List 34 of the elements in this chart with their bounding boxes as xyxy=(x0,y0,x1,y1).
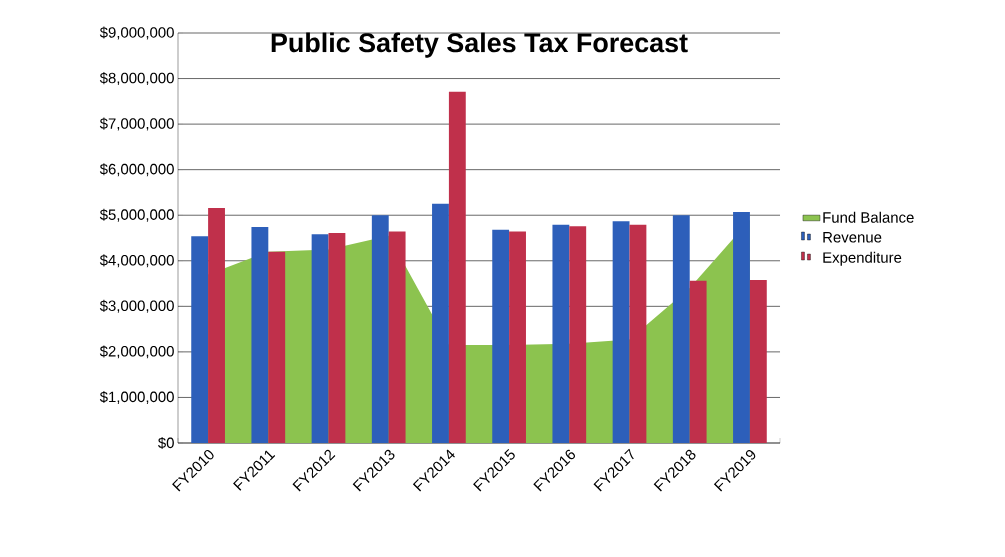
y-tick-label: $3,000,000 xyxy=(99,299,174,313)
bar xyxy=(689,280,707,443)
y-tick-label: $9,000,000 xyxy=(99,26,174,40)
y-tick-label: $7,000,000 xyxy=(99,117,174,131)
chart-title: Public Safety Sales Tax Forecast xyxy=(271,32,688,58)
legend-label: Expenditure xyxy=(823,251,902,266)
bar xyxy=(448,91,466,443)
bar xyxy=(388,231,406,443)
y-tick-label: $5,000,000 xyxy=(99,208,174,222)
y-tick-label: $0 xyxy=(158,436,174,450)
bar xyxy=(612,221,630,443)
bar xyxy=(629,224,647,443)
y-tick-label: $1,000,000 xyxy=(99,390,174,404)
bar xyxy=(672,215,690,443)
y-tick-label: $2,000,000 xyxy=(99,345,174,359)
bar xyxy=(328,232,346,443)
bar xyxy=(268,251,286,443)
y-tick-label: $4,000,000 xyxy=(99,254,174,268)
y-tick-label: $6,000,000 xyxy=(99,163,174,177)
legend-label: Revenue xyxy=(823,232,882,243)
bar xyxy=(733,212,750,443)
bar xyxy=(191,236,209,443)
y-tick-label: $8,000,000 xyxy=(99,72,174,86)
bar xyxy=(371,215,389,443)
bar xyxy=(552,224,570,443)
bar xyxy=(492,229,510,443)
bar xyxy=(569,226,587,443)
bar xyxy=(509,231,526,443)
bar xyxy=(749,279,767,443)
bar xyxy=(208,207,225,443)
bar xyxy=(251,227,269,443)
bar xyxy=(432,203,449,443)
bar xyxy=(311,234,329,443)
legend-label: Fund Balance xyxy=(823,211,914,223)
